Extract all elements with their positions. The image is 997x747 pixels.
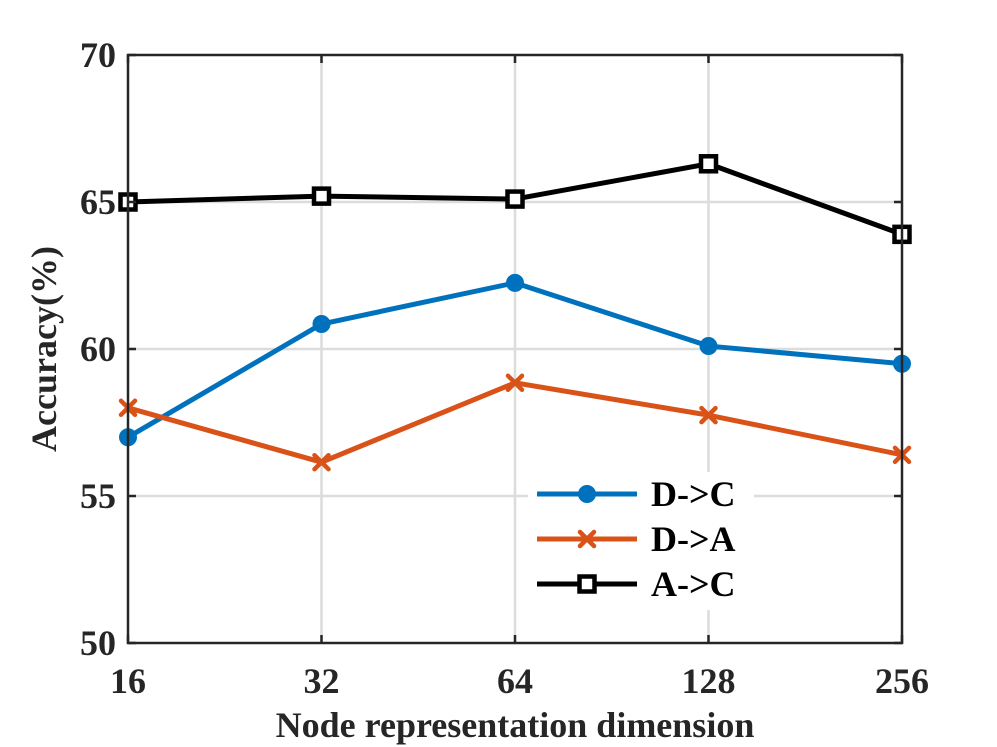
y-tick-label: 50	[80, 623, 116, 663]
legend-marker	[577, 529, 597, 549]
legend-item-d-c: D->C	[537, 474, 736, 514]
data-point-a-c	[311, 186, 332, 206]
legend-label: D->C	[651, 474, 736, 514]
legend: D->C D->A A->C	[528, 472, 754, 610]
data-point-d-c	[699, 337, 718, 356]
y-axis-label: Accuracy(%)	[24, 246, 64, 452]
x-tick-label: 64	[497, 661, 533, 701]
legend-item-a-c: A->C	[537, 564, 736, 604]
x-tick-label: 256	[875, 661, 929, 701]
legend-label: D->A	[651, 519, 736, 559]
legend-label: A->C	[651, 564, 736, 604]
data-point-a-c	[698, 154, 719, 174]
x-tick-label: 128	[682, 661, 736, 701]
x-tick-label: 32	[304, 661, 340, 701]
data-point-d-a	[312, 452, 331, 472]
data-point-a-c	[505, 189, 525, 209]
data-point-d-a	[699, 405, 718, 425]
y-tick-label: 65	[80, 182, 116, 222]
legend-marker	[578, 485, 596, 503]
series-d-a	[118, 373, 912, 472]
x-axis-ticks: 16 32 64 128 256	[110, 55, 929, 701]
x-tick-label: 16	[110, 661, 146, 701]
x-axis-label: Node representation dimension	[276, 705, 755, 745]
data-point-d-c	[312, 315, 331, 334]
legend-marker	[577, 574, 597, 594]
data-point-d-c	[506, 273, 524, 292]
y-tick-label: 60	[80, 329, 116, 369]
y-axis-ticks: 50 55 60 65 70	[80, 35, 902, 663]
data-point-d-a	[505, 373, 525, 393]
y-tick-label: 70	[80, 35, 116, 75]
y-tick-label: 55	[80, 476, 116, 516]
series-a-c	[118, 154, 912, 245]
legend-item-d-a: D->A	[537, 519, 736, 559]
